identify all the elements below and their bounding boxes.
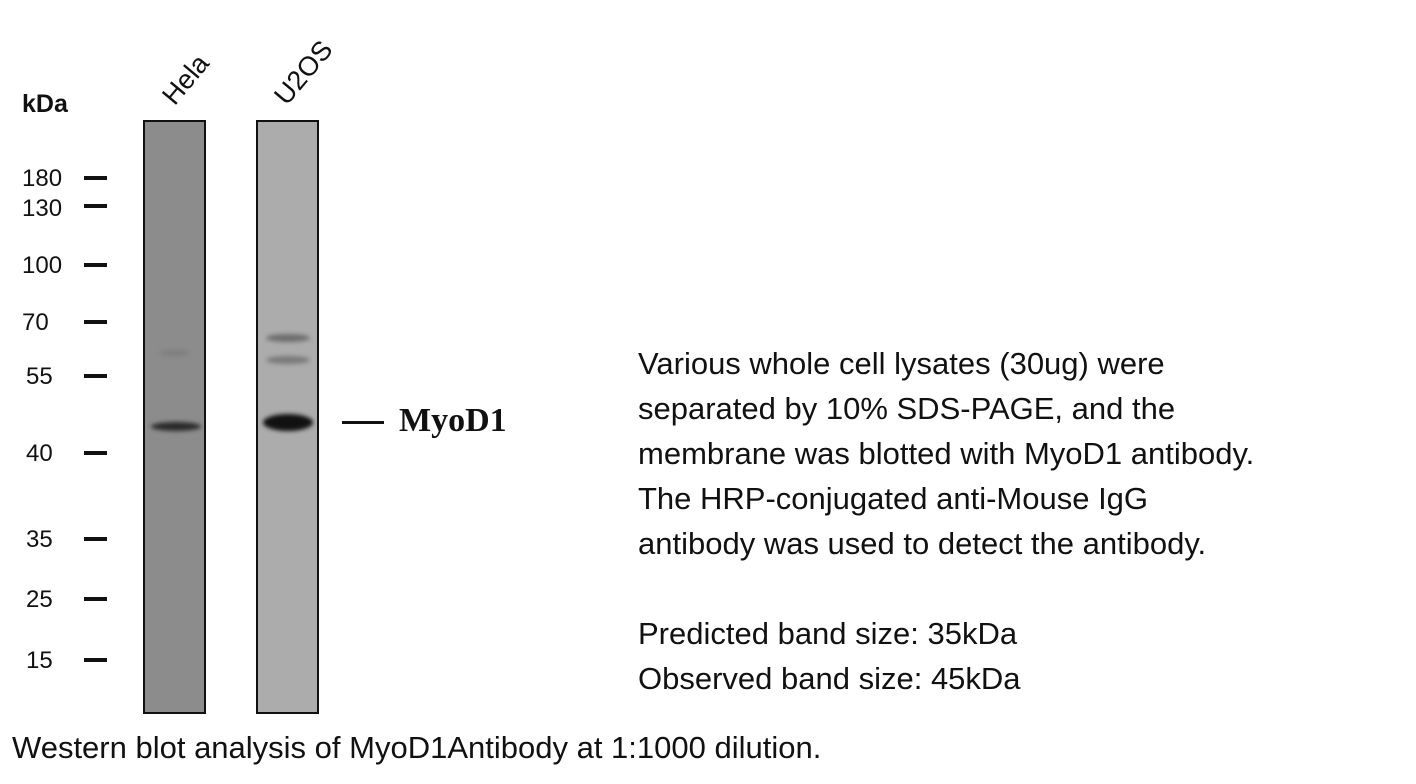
description-line-2: separated by 10% SDS-PAGE, and the bbox=[638, 391, 1176, 426]
marker-tick-70 bbox=[84, 320, 107, 324]
predicted-band-size: Predicted band size: 35kDa bbox=[638, 616, 1018, 651]
lane-u2os bbox=[256, 120, 319, 714]
marker-label-100: 100 bbox=[22, 252, 63, 279]
marker-tick-100 bbox=[84, 263, 107, 267]
marker-label-55: 55 bbox=[26, 363, 53, 390]
figure-caption: Western blot analysis of MyoD1Antibody a… bbox=[12, 730, 822, 765]
band-u2os-middle bbox=[266, 356, 310, 364]
marker-label-35: 35 bbox=[26, 526, 53, 553]
marker-tick-55 bbox=[84, 374, 107, 378]
kda-unit-label: kDa bbox=[22, 90, 68, 118]
target-label: MyoD1 bbox=[399, 402, 507, 439]
description-line-4: The HRP-conjugated anti-Mouse IgG bbox=[638, 481, 1149, 516]
band-hela-faint bbox=[160, 350, 190, 356]
band-hela-myod1 bbox=[151, 422, 201, 431]
marker-tick-180 bbox=[84, 176, 107, 180]
description-line-3: membrane was blotted with MyoD1 antibody… bbox=[638, 436, 1255, 471]
marker-tick-25 bbox=[84, 597, 107, 601]
lane-hela bbox=[143, 120, 206, 714]
lane-label-hela: Hela bbox=[156, 48, 215, 111]
marker-tick-35 bbox=[84, 537, 107, 541]
marker-label-40: 40 bbox=[26, 440, 53, 467]
marker-tick-15 bbox=[84, 658, 107, 662]
marker-label-180: 180 bbox=[22, 165, 63, 192]
band-u2os-upper bbox=[266, 334, 310, 342]
marker-label-25: 25 bbox=[26, 586, 53, 613]
marker-tick-40 bbox=[84, 451, 107, 455]
marker-label-70: 70 bbox=[22, 309, 49, 336]
description-line-1: Various whole cell lysates (30ug) were bbox=[638, 346, 1165, 381]
target-indicator-line bbox=[342, 421, 384, 424]
band-u2os-myod1 bbox=[263, 414, 313, 431]
observed-band-size: Observed band size: 45kDa bbox=[638, 661, 1021, 696]
description-line-5: antibody was used to detect the antibody… bbox=[638, 526, 1207, 561]
marker-label-130: 130 bbox=[22, 195, 63, 222]
marker-label-15: 15 bbox=[26, 647, 53, 674]
lane-label-u2os: U2OS bbox=[268, 34, 339, 111]
marker-tick-130 bbox=[84, 204, 107, 208]
